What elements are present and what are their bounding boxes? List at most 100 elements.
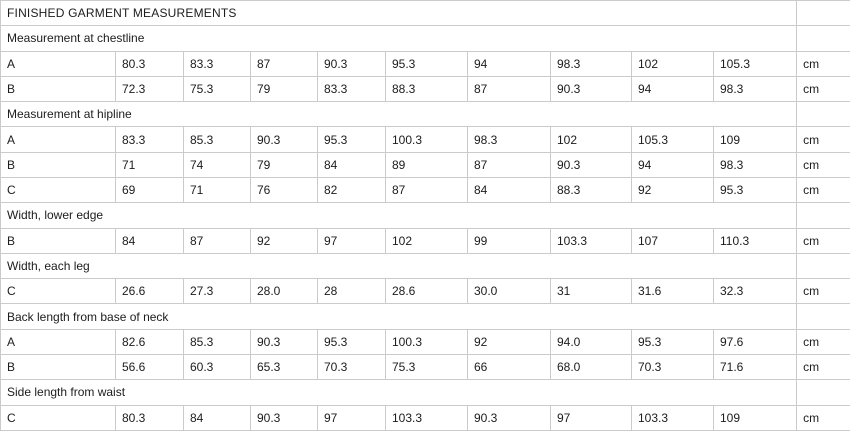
unit-cell: cm — [796, 50, 850, 77]
value-cell: 98.3 — [712, 75, 798, 103]
value-cell: 31.6 — [631, 278, 714, 305]
value-cell: 90.3 — [250, 328, 318, 355]
section-header-row: Measurement at hipline — [0, 101, 850, 128]
value-cell: 27.3 — [183, 278, 251, 305]
unit-cell: cm — [796, 404, 850, 431]
value-cell: 75.3 — [385, 353, 468, 381]
value-cell: 105.3 — [712, 50, 798, 77]
value-cell: 100.3 — [385, 126, 468, 153]
value-cell: 32.3 — [712, 278, 798, 305]
value-cell: 85.3 — [183, 328, 251, 355]
title-unit-spacer — [796, 0, 850, 27]
value-cell: 70.3 — [631, 353, 714, 381]
value-cell: 71 — [115, 151, 184, 178]
value-cell: 68.0 — [550, 353, 632, 381]
value-cell: 74 — [183, 151, 251, 178]
unit-cell: cm — [796, 328, 850, 355]
value-cell: 98.3 — [712, 151, 798, 178]
value-cell: 83.3 — [115, 126, 184, 153]
value-cell: 95.3 — [385, 50, 468, 77]
value-cell: 75.3 — [183, 75, 251, 103]
section-unit-spacer — [796, 252, 850, 280]
value-cell: 28.6 — [385, 278, 468, 305]
value-cell: 82.6 — [115, 328, 184, 355]
value-cell: 65.3 — [250, 353, 318, 381]
row-label-cell: C — [0, 278, 116, 305]
section-header-cell: Back length from base of neck — [0, 303, 798, 330]
value-cell: 94 — [631, 75, 714, 103]
measurement-row: A 83.3 85.3 90.3 95.3 100.3 98.3 102 105.3 109 cm — [0, 126, 850, 153]
measurement-row: C 69 71 76 82 87 84 88.3 92 95.3 cm — [0, 176, 850, 204]
measurement-row: C 80.3 84 90.3 97 103.3 90.3 97 103.3 109 cm — [0, 404, 850, 431]
value-cell: 107 — [631, 227, 714, 254]
unit-cell: cm — [796, 353, 850, 381]
value-cell: 87 — [385, 176, 468, 204]
value-cell: 88.3 — [385, 75, 468, 103]
value-cell: 95.3 — [631, 328, 714, 355]
measurement-row: B 56.6 60.3 65.3 70.3 75.3 66 68.0 70.3 71.6 cm — [0, 353, 850, 381]
value-cell: 66 — [467, 353, 551, 381]
section-unit-spacer — [796, 303, 850, 330]
value-cell: 102 — [550, 126, 632, 153]
value-cell: 103.3 — [385, 404, 468, 431]
value-cell: 90.3 — [467, 404, 551, 431]
value-cell: 79 — [250, 151, 318, 178]
value-cell: 88.3 — [550, 176, 632, 204]
row-label-cell: A — [0, 126, 116, 153]
value-cell: 71 — [183, 176, 251, 204]
row-label-cell: A — [0, 50, 116, 77]
value-cell: 103.3 — [550, 227, 632, 254]
measurement-row: B 84 87 92 97 102 99 103.3 107 110.3 cm — [0, 227, 850, 254]
value-cell: 87 — [183, 227, 251, 254]
value-cell: 28.0 — [250, 278, 318, 305]
value-cell: 99 — [467, 227, 551, 254]
value-cell: 80.3 — [115, 50, 184, 77]
section-header-row: Side length from waist — [0, 379, 850, 406]
section-unit-spacer — [796, 101, 850, 128]
value-cell: 90.3 — [550, 151, 632, 178]
value-cell: 100.3 — [385, 328, 468, 355]
value-cell: 71.6 — [712, 353, 798, 381]
value-cell: 95.3 — [317, 328, 386, 355]
value-cell: 83.3 — [317, 75, 386, 103]
value-cell: 110.3 — [712, 227, 798, 254]
value-cell: 87 — [467, 75, 551, 103]
section-header-row: Measurement at chestline — [0, 25, 850, 52]
measurement-row: B 71 74 79 84 89 87 90.3 94 98.3 cm — [0, 151, 850, 178]
unit-cell: cm — [796, 227, 850, 254]
title-row: FINISHED GARMENT MEASUREMENTS — [0, 0, 850, 27]
value-cell: 90.3 — [317, 50, 386, 77]
value-cell: 79 — [250, 75, 318, 103]
section-header-cell: Measurement at chestline — [0, 25, 798, 52]
row-label-cell: B — [0, 75, 116, 103]
value-cell: 84 — [317, 151, 386, 178]
measurement-row: C 26.6 27.3 28.0 28 28.6 30.0 31 31.6 32.3 cm — [0, 278, 850, 305]
row-label-cell: B — [0, 227, 116, 254]
value-cell: 69 — [115, 176, 184, 204]
unit-cell: cm — [796, 126, 850, 153]
value-cell: 80.3 — [115, 404, 184, 431]
value-cell: 92 — [467, 328, 551, 355]
section-header-cell: Width, each leg — [0, 252, 798, 280]
value-cell: 92 — [250, 227, 318, 254]
unit-cell: cm — [796, 278, 850, 305]
value-cell: 102 — [631, 50, 714, 77]
value-cell: 109 — [712, 404, 798, 431]
value-cell: 56.6 — [115, 353, 184, 381]
section-header-row: Back length from base of neck — [0, 303, 850, 330]
value-cell: 97 — [317, 404, 386, 431]
measurement-row: A 82.6 85.3 90.3 95.3 100.3 92 94.0 95.3 97.6 cm — [0, 328, 850, 355]
section-header-cell: Width, lower edge — [0, 202, 798, 229]
value-cell: 109 — [712, 126, 798, 153]
unit-cell: cm — [796, 151, 850, 178]
value-cell: 26.6 — [115, 278, 184, 305]
value-cell: 30.0 — [467, 278, 551, 305]
row-label-cell: A — [0, 328, 116, 355]
measurement-row: A 80.3 83.3 87 90.3 95.3 94 98.3 102 105.3 cm — [0, 50, 850, 77]
section-header-row: Width, each leg — [0, 252, 850, 280]
value-cell: 60.3 — [183, 353, 251, 381]
value-cell: 95.3 — [712, 176, 798, 204]
value-cell: 84 — [183, 404, 251, 431]
table-title: FINISHED GARMENT MEASUREMENTS — [0, 0, 798, 27]
